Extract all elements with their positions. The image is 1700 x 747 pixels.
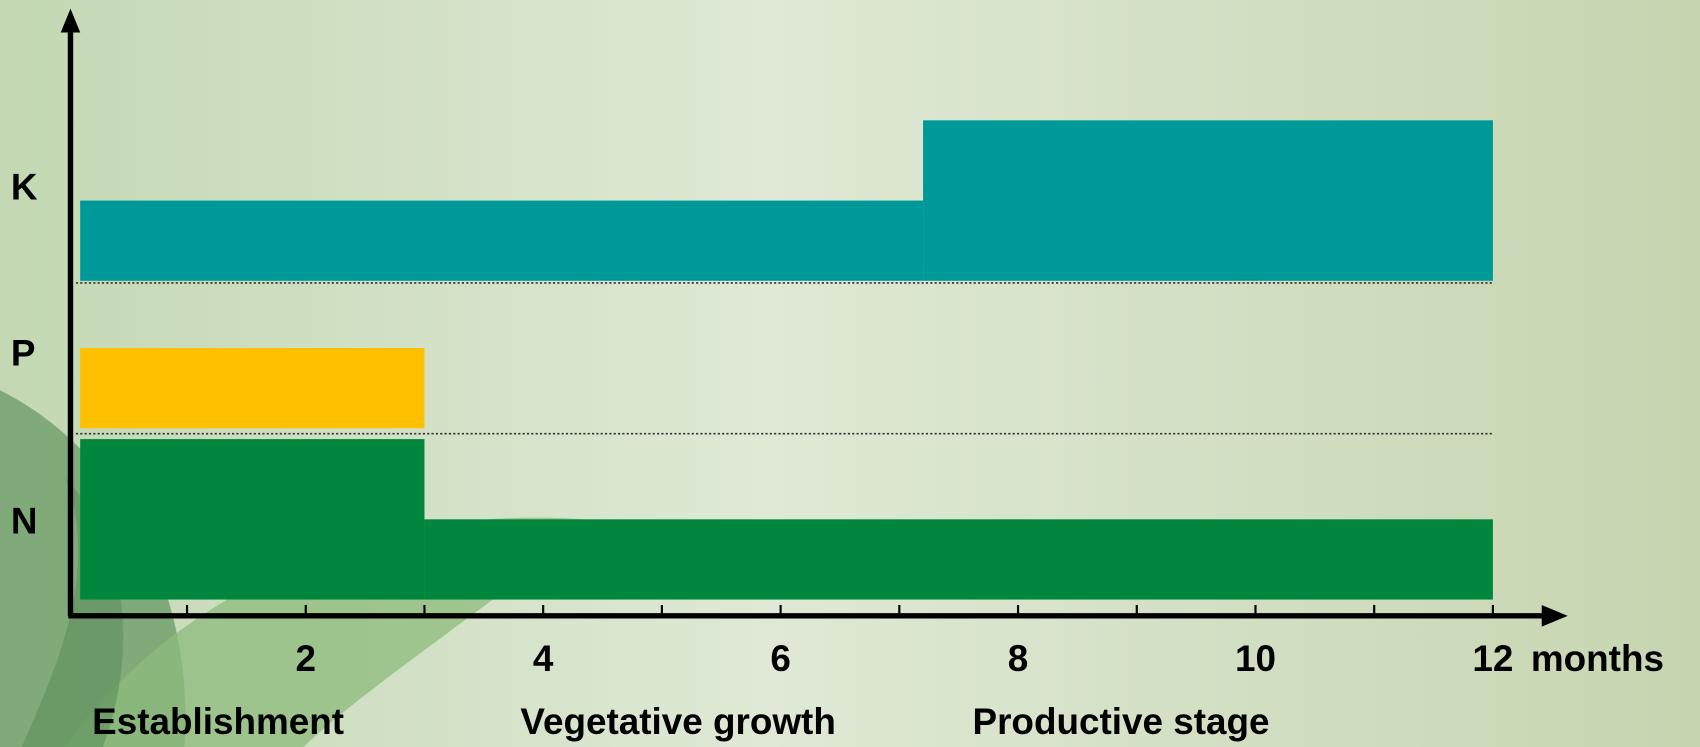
segment (80, 439, 424, 599)
x-tick-label: 12 (1472, 638, 1513, 679)
phase-label: Establishment (92, 701, 344, 742)
x-tick-label: 10 (1235, 638, 1276, 679)
page: {"chart_data": {"type": "timeline", "x_l… (0, 0, 1700, 747)
segment (80, 201, 923, 281)
x-tick-label: 4 (533, 638, 554, 679)
row-label: K (11, 166, 38, 207)
segment (923, 120, 1493, 280)
x-axis-label: months (1531, 638, 1664, 679)
x-tick-label: 2 (295, 638, 316, 679)
segment (424, 519, 1492, 599)
chart: months Establishment Vegetative growth P… (0, 0, 1700, 747)
x-tick-label: 6 (770, 638, 791, 679)
phase-label: Vegetative growth (520, 701, 835, 742)
phase-label: Productive stage (973, 701, 1270, 742)
row-label: P (11, 332, 36, 373)
row-label: N (11, 500, 38, 541)
x-tick-label: 8 (1008, 638, 1029, 679)
segment (80, 348, 424, 428)
